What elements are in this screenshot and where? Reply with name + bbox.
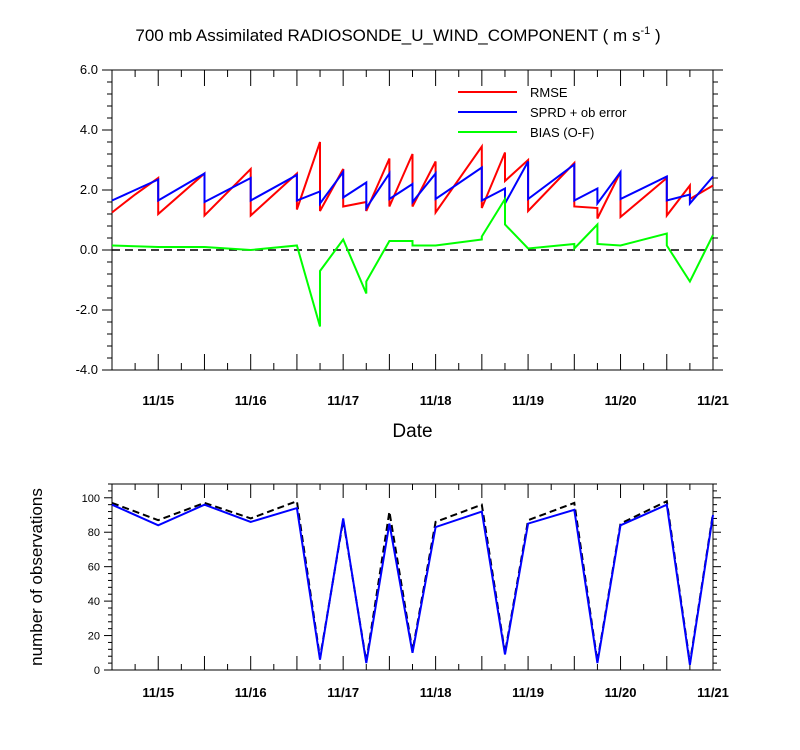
y-tick-label: 40	[88, 596, 100, 608]
y-tick-label: -4.0	[76, 362, 98, 377]
x-tick-label: 11/18	[420, 685, 452, 700]
x-tick-label: 11/15	[142, 685, 174, 700]
bottom-panel: 100 80 60 40 20 0 11/15 11/16 11/17 11/18 11/19 11/…	[27, 483, 729, 700]
x-axis-title: Date	[392, 421, 432, 442]
x-tick-label: 11/19	[512, 685, 544, 700]
series-line-bias-o-f	[111, 195, 714, 327]
series-line-observations-assimilated	[111, 503, 714, 665]
top-panel: 6.0 4.0 2.0 0.0 -2.0 -4.0 11/15 11/16 11/17 11/18…	[76, 62, 729, 442]
legend: RMSE SPRD + ob error BIAS (O-F)	[458, 85, 627, 140]
x-tick-label: 11/21	[697, 685, 729, 700]
y-tick-label: 0.0	[80, 242, 98, 257]
y-tick-label: 4.0	[80, 122, 98, 137]
series-line-observations-available	[111, 499, 714, 664]
y-tick-label: 60	[88, 562, 100, 574]
series-line-sprd-ob-error	[111, 161, 714, 212]
legend-label: RMSE	[530, 85, 568, 100]
y-tick-label: 0	[94, 665, 100, 677]
x-tick-label: 11/20	[605, 393, 637, 408]
y-tick-label: 6.0	[80, 62, 98, 77]
x-tick-label: 11/17	[327, 685, 359, 700]
x-tick-label: 11/17	[327, 393, 359, 408]
legend-label: BIAS (O-F)	[530, 125, 594, 140]
x-tick-label: 11/21	[697, 393, 729, 408]
x-tick-label: 11/20	[605, 685, 637, 700]
legend-label: SPRD + ob error	[530, 105, 627, 120]
y-tick-label: 20	[88, 631, 100, 643]
x-tick-label: 11/18	[420, 393, 452, 408]
chart-title: 700 mb Assimilated RADIOSONDE_U_WIND_COM…	[135, 25, 660, 45]
y-tick-label: 100	[82, 493, 100, 505]
y-tick-label: 2.0	[80, 182, 98, 197]
y-axis-title: number of observations	[27, 488, 46, 666]
y-tick-label: 80	[88, 527, 100, 539]
plot-frame	[111, 483, 714, 671]
x-tick-label: 11/15	[142, 393, 174, 408]
series-line-rmse	[111, 141, 714, 220]
x-tick-label: 11/16	[235, 393, 267, 408]
x-tick-label: 11/16	[235, 685, 267, 700]
y-tick-label: -2.0	[76, 302, 98, 317]
x-tick-label: 11/19	[512, 393, 544, 408]
